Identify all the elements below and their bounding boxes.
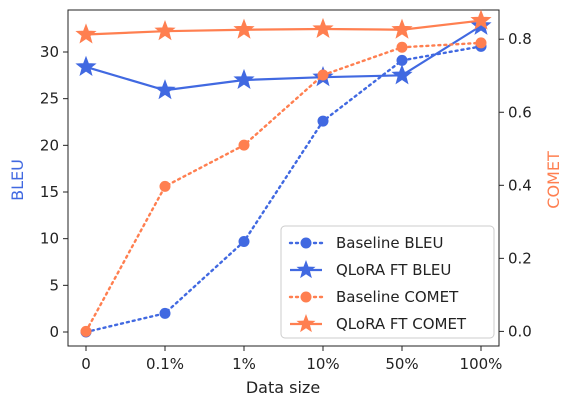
left-y-tick-label: 10 bbox=[40, 230, 59, 248]
legend-marker-star bbox=[296, 260, 316, 279]
series-line bbox=[85, 19, 482, 36]
legend-entry-baseline-bleu: Baseline BLEU bbox=[288, 234, 443, 252]
data-point-star bbox=[233, 68, 255, 90]
x-tick-label: 0 bbox=[81, 355, 91, 373]
left-y-tick-label: 0 bbox=[49, 323, 59, 341]
x-axis: 0 0.1% 1% 10% 50% 100% bbox=[81, 346, 502, 373]
series-line bbox=[84, 41, 483, 333]
left-y-tick-label: 15 bbox=[40, 183, 59, 201]
data-point-circle bbox=[238, 139, 250, 151]
legend: Baseline BLEU QLoRA FT BLEU Baseline COMET… bbox=[280, 225, 495, 339]
right-y-tick-label: 0.0 bbox=[508, 322, 532, 340]
left-y-axis-title: BLEU bbox=[8, 159, 27, 201]
data-point-circle bbox=[159, 307, 171, 319]
right-y-tick-label: 0.6 bbox=[508, 103, 532, 121]
left-y-tick-label: 30 bbox=[40, 43, 59, 61]
x-axis-title: Data size bbox=[246, 378, 320, 397]
legend-marker-star bbox=[296, 314, 316, 333]
data-point-star bbox=[154, 79, 176, 100]
data-point-circle bbox=[317, 115, 329, 127]
data-point-star bbox=[75, 55, 97, 76]
left-y-tick-label: 25 bbox=[40, 90, 59, 108]
series-baseline-comet bbox=[80, 37, 487, 337]
series-line bbox=[85, 24, 482, 92]
legend-label: QLoRA FT BLEU bbox=[336, 261, 451, 279]
data-point-circle bbox=[475, 37, 487, 49]
left-y-axis: 0 5 10 15 20 25 30 bbox=[40, 43, 68, 341]
legend-box bbox=[280, 225, 495, 339]
right-y-axis-title: COMET bbox=[544, 151, 563, 209]
data-point-star bbox=[75, 23, 97, 44]
series-qlora-ft-bleu bbox=[75, 14, 492, 100]
data-point-circle bbox=[396, 54, 408, 66]
legend-entry-qlora-ft-bleu: QLoRA FT BLEU bbox=[290, 260, 451, 279]
data-point-circle bbox=[159, 180, 171, 192]
data-point-star bbox=[391, 64, 413, 85]
series-line bbox=[84, 45, 483, 334]
right-y-tick-label: 0.8 bbox=[508, 30, 532, 48]
right-y-axis: 0.0 0.2 0.4 0.6 0.8 bbox=[499, 30, 532, 340]
legend-entry-qlora-ft-comet: QLoRA FT COMET bbox=[290, 314, 467, 333]
data-point-star bbox=[233, 18, 255, 39]
series-qlora-ft-comet bbox=[75, 9, 492, 44]
data-point-circle bbox=[80, 325, 92, 337]
data-point-star bbox=[154, 20, 176, 41]
legend-entry-baseline-comet: Baseline COMET bbox=[288, 288, 459, 306]
plot-border bbox=[67, 9, 500, 347]
legend-marker-circle bbox=[300, 237, 312, 249]
x-tick-label: 0.1% bbox=[146, 355, 184, 373]
right-y-tick-label: 0.4 bbox=[508, 176, 532, 194]
legend-label: Baseline COMET bbox=[336, 288, 459, 306]
x-tick-label: 100% bbox=[460, 355, 503, 373]
data-point-circle bbox=[396, 41, 408, 53]
x-tick-label: 50% bbox=[385, 355, 418, 373]
data-point-circle bbox=[238, 235, 250, 247]
left-y-tick-label: 5 bbox=[49, 276, 59, 294]
data-point-circle bbox=[317, 69, 329, 81]
legend-marker-circle bbox=[300, 291, 312, 303]
plot-frame bbox=[67, 9, 500, 347]
series-layer bbox=[75, 9, 492, 338]
right-y-tick-label: 0.2 bbox=[508, 249, 532, 267]
legend-label: QLoRA FT COMET bbox=[336, 315, 467, 333]
data-point-star bbox=[391, 18, 413, 39]
legend-label: Baseline BLEU bbox=[336, 234, 443, 252]
data-point-star bbox=[312, 17, 334, 39]
x-tick-label: 1% bbox=[232, 355, 256, 373]
left-y-tick-label: 20 bbox=[40, 136, 59, 154]
data-point-star bbox=[470, 9, 492, 30]
x-tick-label: 10% bbox=[306, 355, 339, 373]
